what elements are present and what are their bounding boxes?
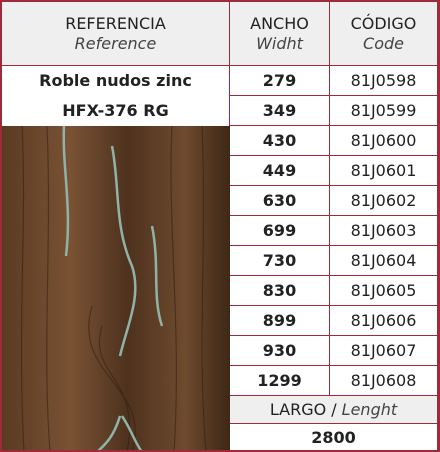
product-name: HFX-376 RG [2, 96, 230, 126]
code-value: 81J0608 [350, 370, 417, 390]
width-cell: 699 [230, 216, 330, 246]
code-value: 81J0602 [350, 190, 417, 210]
length-label: LARGO / [269, 399, 337, 419]
width-value: 430 [262, 130, 297, 150]
length-cell: 2800 [230, 424, 438, 452]
code-cell: 81J0603 [330, 216, 438, 246]
code-cell: 81J0600 [330, 126, 438, 156]
product-name-line: Roble nudos zinc [39, 71, 192, 90]
code-cell: 81J0598 [330, 66, 438, 96]
width-value: 730 [262, 250, 297, 270]
width-value: 279 [262, 70, 297, 90]
width-cell: 930 [230, 336, 330, 366]
header-cell: REFERENCIA Reference [2, 2, 230, 66]
code-cell: 81J0601 [330, 156, 438, 186]
code-value: 81J0600 [350, 130, 417, 150]
header-label: REFERENCIA [65, 13, 166, 33]
width-value: 630 [262, 190, 297, 210]
width-value: 449 [262, 160, 297, 180]
width-value: 930 [262, 340, 297, 360]
product-name-line: HFX-376 RG [62, 101, 169, 120]
code-cell: 81J0602 [330, 186, 438, 216]
code-value: 81J0601 [350, 160, 417, 180]
header-label: ANCHO [250, 13, 309, 33]
header-label-en: Reference [74, 33, 157, 53]
wood-swatch [2, 126, 230, 452]
header-label-en: Code [363, 33, 404, 53]
code-cell: 81J0604 [330, 246, 438, 276]
code-cell: 81J0606 [330, 306, 438, 336]
code-value: 81J0603 [350, 220, 417, 240]
width-value: 349 [262, 100, 297, 120]
length-label-en: Lenght [341, 399, 398, 419]
header-cell: CÓDIGO Code [330, 2, 438, 66]
code-cell: 81J0599 [330, 96, 438, 126]
width-cell: 349 [230, 96, 330, 126]
header-label: CÓDIGO [350, 13, 417, 33]
code-value: 81J0605 [350, 280, 417, 300]
width-cell: 730 [230, 246, 330, 276]
width-value: 830 [262, 280, 297, 300]
code-cell: 81J0605 [330, 276, 438, 306]
header-cell: ANCHO Widht [230, 2, 330, 66]
code-value: 81J0604 [350, 250, 417, 270]
code-cell: 81J0608 [330, 366, 438, 396]
length-value: 2800 [311, 427, 356, 447]
code-value: 81J0598 [350, 70, 417, 90]
width-cell: 449 [230, 156, 330, 186]
width-cell: 430 [230, 126, 330, 156]
length-header: LARGO / Lenght [230, 396, 438, 424]
width-cell: 899 [230, 306, 330, 336]
code-cell: 81J0607 [330, 336, 438, 366]
product-name: Roble nudos zinc [2, 66, 230, 96]
code-value: 81J0607 [350, 340, 417, 360]
width-cell: 830 [230, 276, 330, 306]
code-value: 81J0606 [350, 310, 417, 330]
width-cell: 279 [230, 66, 330, 96]
code-value: 81J0599 [350, 100, 417, 120]
header-label-en: Widht [256, 33, 303, 53]
width-value: 1299 [257, 370, 302, 390]
width-value: 899 [262, 310, 297, 330]
width-cell: 1299 [230, 366, 330, 396]
width-cell: 630 [230, 186, 330, 216]
width-value: 699 [262, 220, 297, 240]
